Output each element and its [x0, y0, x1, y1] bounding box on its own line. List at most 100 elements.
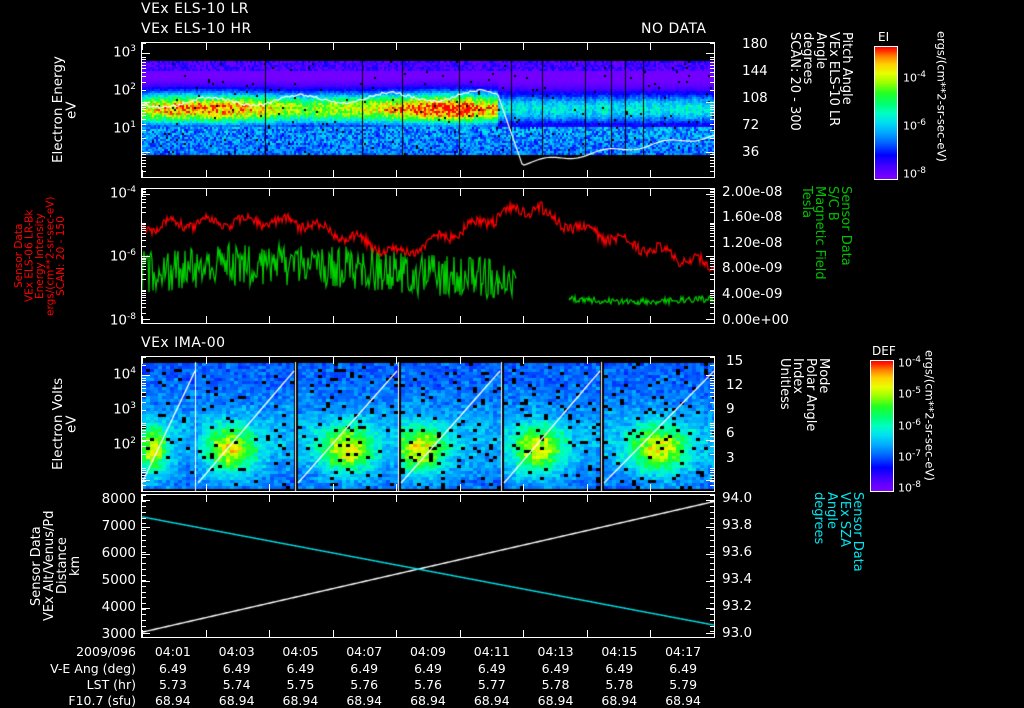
time-axis-row-label: LST (hr)	[86, 677, 136, 692]
p1-rtick-4: 36	[742, 143, 760, 160]
p3-ltick-1: 103	[113, 400, 136, 418]
p1-ltick-1: 102	[113, 81, 136, 99]
p4-rtick-1: 93.8	[722, 516, 753, 533]
time-axis-cell: 5.73	[158, 677, 187, 692]
p4-ltick-5: 3000	[101, 625, 136, 642]
p3-cbtick-4: 10-8	[898, 480, 921, 495]
time-axis-cell: 5.78	[541, 677, 570, 692]
p4-ltick-3: 5000	[101, 571, 136, 588]
panel1-right-axis-label: Pitch Angle VEx ELS-10 LR Angle degrees …	[787, 32, 854, 131]
panel4-plot-area	[141, 494, 715, 638]
panel3-title: VEx IMA-00	[141, 335, 226, 351]
p3-ltick-2: 102	[113, 435, 136, 453]
panel1-no-data: NO DATA	[641, 21, 707, 37]
p3-cbtick-1: 10-5	[898, 386, 921, 402]
time-axis-cell: 6.49	[286, 661, 315, 676]
p1-cbtick-0: 10-4	[903, 70, 926, 85]
time-axis-cell: 68.94	[473, 693, 510, 708]
p4-rtick-5: 93.0	[722, 624, 753, 641]
panel3-colorbar-units: ergs/(cm**2-sr-sec-eV)	[922, 350, 937, 481]
p4-ltick-2: 6000	[101, 544, 136, 561]
p2-rtick-1: 1.60e-08	[722, 209, 783, 226]
time-axis-cell: 5.79	[669, 677, 698, 692]
time-tick-label: 04:09	[409, 644, 447, 659]
panel1-plot-area	[141, 42, 715, 178]
time-axis-cell: 6.49	[158, 661, 187, 676]
p4-rtick-0: 94.0	[722, 489, 753, 506]
p1-rtick-3: 72	[742, 116, 760, 133]
time-axis-cell: 68.94	[154, 693, 191, 708]
time-axis-cell: 5.75	[286, 677, 315, 692]
p3-ltick-0: 104	[113, 365, 136, 383]
time-tick-label: 04:07	[346, 644, 383, 659]
p1-rtick-2: 108	[742, 89, 768, 106]
time-tick-label: 04:05	[282, 644, 319, 659]
p3-cbtick-2: 10-6	[898, 417, 921, 433]
time-axis-cell: 6.49	[414, 661, 442, 676]
panel1-colorbar-units: ergs/(cm**2-sr-sec-eV)	[934, 31, 949, 162]
time-tick-label: 04:01	[154, 644, 191, 659]
panel4-right-axis-label: Sensor Data VEx SZA Angle degrees	[811, 492, 865, 572]
p2-rtick-5: 0.00e+00	[722, 311, 789, 328]
panel1-left-axis-label: Electron Energy eV	[50, 56, 80, 164]
time-axis-date-label: 2009/096	[76, 644, 136, 659]
time-axis-cell: 68.94	[410, 693, 446, 708]
p1-ltick-2: 101	[113, 119, 136, 137]
time-tick-label: 04:11	[473, 644, 510, 659]
p1-ltick-0: 103	[113, 43, 136, 61]
time-tick-label: 04:17	[665, 644, 702, 659]
time-axis-cell: 68.94	[218, 693, 255, 708]
time-axis-row-label: F10.7 (sfu)	[68, 693, 136, 708]
time-tick-label: 04:15	[601, 644, 638, 659]
time-axis-cell: 6.49	[222, 661, 251, 676]
p3-rtick-2: 9	[726, 401, 735, 418]
p3-rtick-3: 6	[726, 425, 735, 442]
panel3-right-axis-label: Mode Polar Angle Index Unitless	[777, 358, 831, 432]
panel3-plot-area	[141, 356, 715, 492]
p1-cbtick-1: 10-6	[903, 118, 926, 133]
time-axis-cell: 6.49	[477, 661, 506, 676]
p4-rtick-2: 93.6	[722, 543, 753, 560]
p1-rtick-0: 180	[742, 35, 768, 52]
panel1-colorbar-title: EI	[878, 30, 890, 44]
panel2-right-axis-label: Sensor Data S/C B Magnetic Field Tesla	[799, 186, 853, 280]
p1-cbtick-2: 10-8	[903, 166, 926, 181]
p1-rtick-1: 144	[742, 62, 768, 79]
time-axis-cell: 68.94	[537, 693, 574, 708]
p2-rtick-3: 8.00e-09	[722, 260, 783, 277]
p2-ltick-2: 10-8	[109, 311, 136, 329]
time-axis-cell: 68.94	[665, 693, 701, 708]
panel1-title-hr: VEx ELS-10 HR	[141, 21, 252, 37]
time-axis-cell: 68.94	[346, 693, 383, 708]
time-axis-row-label: V-E Ang (deg)	[50, 661, 136, 676]
panel1-colorbar	[874, 46, 898, 180]
time-axis-cell: 5.78	[605, 677, 634, 692]
p4-rtick-3: 93.4	[722, 570, 753, 587]
p2-rtick-0: 2.00e-08	[722, 183, 783, 200]
panel1-title-lr: VEx ELS-10 LR	[141, 1, 250, 17]
p4-ltick-4: 4000	[101, 598, 136, 615]
time-axis-cell: 5.77	[477, 677, 506, 692]
p4-rtick-4: 93.2	[722, 597, 753, 614]
p4-ltick-1: 7000	[101, 517, 136, 534]
p4-ltick-0: 8000	[101, 490, 136, 507]
p3-rtick-4: 3	[726, 449, 735, 466]
time-axis-cell: 68.94	[601, 693, 638, 708]
p2-ltick-0: 10-4	[109, 184, 136, 202]
panel3-colorbar	[870, 360, 894, 492]
p3-rtick-0: 15	[726, 352, 744, 369]
p2-rtick-2: 1.20e-08	[722, 234, 783, 251]
p2-rtick-4: 4.00e-09	[722, 286, 783, 303]
time-axis-cell: 6.49	[541, 661, 570, 676]
p3-cbtick-0: 10-4	[898, 355, 921, 370]
time-axis-cell: 5.74	[222, 677, 251, 692]
time-tick-label: 04:03	[218, 644, 255, 659]
time-tick-label: 04:13	[537, 644, 574, 659]
p3-cbtick-3: 10-7	[898, 448, 921, 464]
p3-rtick-1: 12	[726, 376, 744, 393]
time-axis-cell: 6.49	[669, 661, 698, 676]
time-axis-cell: 5.76	[350, 677, 379, 692]
panel4-left-axis-label: Sensor Data VEx Alt/Venus/Pd Distance km	[29, 510, 83, 622]
time-axis-cell: 5.76	[414, 677, 442, 692]
